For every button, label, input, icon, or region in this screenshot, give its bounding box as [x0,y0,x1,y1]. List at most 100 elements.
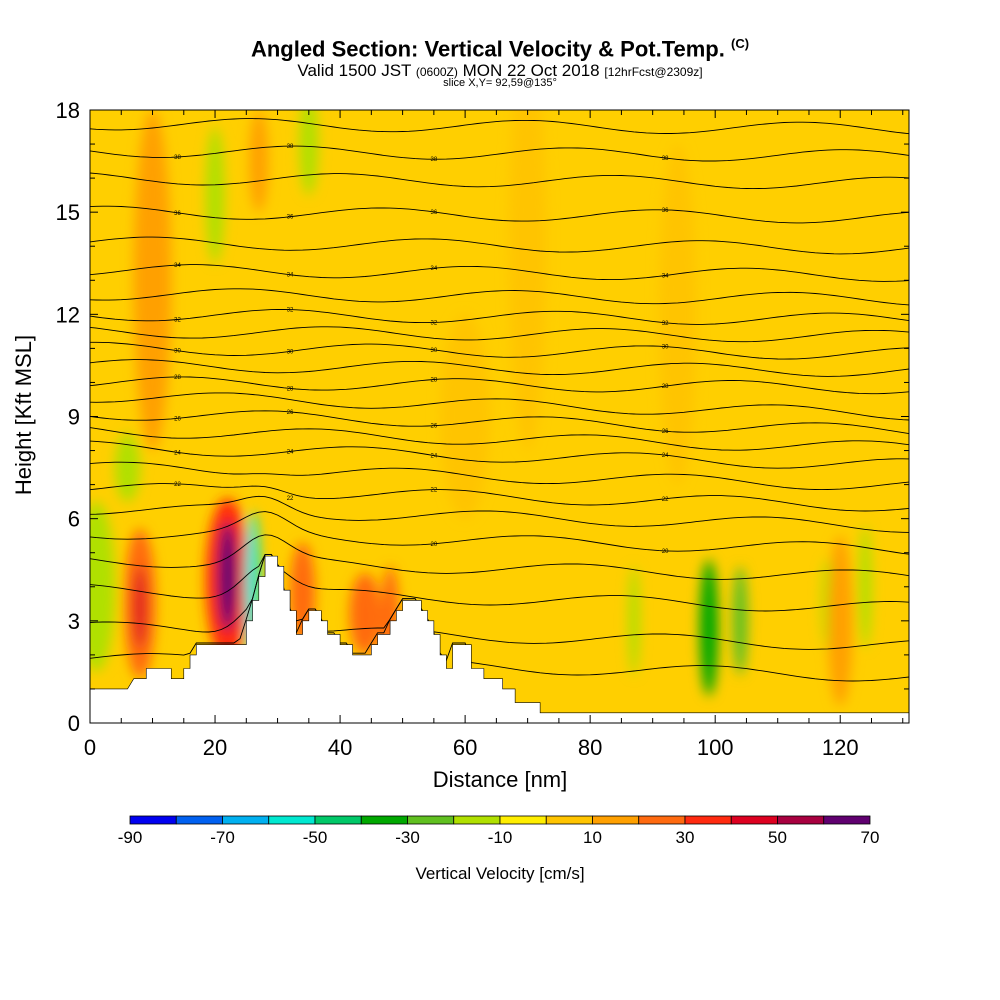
x-tick-label: 80 [578,735,602,760]
colorbar-swatch [499,815,547,825]
theta-label: 32 [662,321,669,327]
theta-line-16 [90,309,909,325]
valid-prefix: Valid 1500 JST [297,61,412,80]
theta-label: 30 [174,349,181,355]
theta-label: 28 [662,384,669,390]
theta-line-7 [90,461,909,491]
theta-label: 30 [431,348,438,354]
x-tick-label: 120 [822,735,859,760]
theta-line-9 [90,427,909,451]
chart-title-unit: (C) [731,36,750,51]
colorbar-tick-label: -70 [210,828,235,847]
theta-label: 30 [662,345,669,351]
colorbar-swatch [175,815,223,825]
theta-line-12 [90,376,909,395]
velocity-cell-1 [133,566,147,649]
velocity-cell-15 [249,110,269,213]
velocity-cell-3 [218,522,237,632]
theta-label: 36 [287,215,294,221]
chart-title: Angled Section: Vertical Velocity & Pot.… [0,36,1000,62]
theta-line-1 [90,553,909,650]
y-tick-label: 12 [56,302,80,327]
theta-line-10 [90,410,909,435]
theta-label: 24 [174,450,181,456]
colorbar-swatch [592,815,640,825]
colorbar-tick-label: -30 [395,828,420,847]
velocity-cell-14 [299,110,319,196]
theta-line-5 [90,495,909,533]
colorbar-tick-label: 70 [860,828,880,847]
theta-label: 38 [431,157,438,163]
colorbar-swatch [638,815,686,825]
colorbar-swatch [823,815,871,825]
theta-line-19 [90,236,909,255]
theta-line-2 [90,553,909,612]
colorbar-swatch [268,815,316,825]
chart-valid-time: Valid 1500 JST (0600Z) MON 22 Oct 2018 [… [0,61,1000,81]
theta-line-14 [90,341,909,360]
colorbar-swatch [407,815,455,825]
colorbar-title: Vertical Velocity [cm/s] [415,864,585,883]
x-tick-label: 100 [697,735,734,760]
theta-label: 20 [662,549,669,555]
x-tick-label: 60 [453,735,477,760]
theta-label: 34 [287,273,294,279]
colorbar-swatch [684,815,732,825]
y-tick-label: 18 [56,98,80,123]
colorbar-swatch [222,815,270,825]
velocity-cell-9 [732,566,748,676]
colorbar-swatch [314,815,362,825]
theta-label: 38 [662,156,669,162]
colorbar-swatch [129,815,177,825]
theta-label: 26 [287,410,294,416]
velocity-cell-21 [440,314,491,519]
y-tick-label: 15 [56,200,80,225]
theta-label: 32 [174,318,181,324]
chart-title-main: Angled Section: Vertical Velocity & Pot.… [250,36,725,62]
theta-line-8 [90,440,909,469]
theta-label: 32 [431,320,438,326]
colorbar-tick-label: 30 [675,828,695,847]
theta-label: 22 [287,496,294,502]
theta-label: 34 [431,266,438,272]
y-tick-label: 3 [68,609,80,634]
colorbar-tick-label: -10 [487,828,513,847]
y-tick-label: 6 [68,507,80,532]
colorbar-swatch [360,815,408,825]
y-axis-label: Height [Kft MSL] [11,334,36,496]
theta-label: 38 [287,144,294,150]
theta-label: 26 [174,416,181,422]
velocity-cell-8 [699,559,719,696]
velocity-cell-16 [205,127,225,264]
theta-label: 24 [431,454,438,460]
theta-label: 20 [431,542,438,548]
theta-label: 36 [174,211,181,217]
valid-forecast: [12hrFcst@2309z] [604,65,703,79]
colorbar-swatch [545,815,593,825]
x-tick-label: 0 [84,735,96,760]
theta-line-18 [90,264,909,282]
colorbar-swatch [730,815,778,825]
theta-label: 22 [431,488,438,494]
velocity-cell-10 [628,566,640,676]
theta-label: 22 [662,497,669,503]
colorbar-swatch [453,815,501,825]
theta-line-0 [90,553,909,682]
theta-label: 34 [174,263,181,269]
terrain [90,555,909,723]
theta-line-15 [90,326,909,343]
theta-line-4 [90,511,909,555]
velocity-cell-11 [858,525,872,649]
y-tick-label: 0 [68,711,80,736]
theta-label: 26 [662,429,669,435]
theta-label: 36 [431,210,438,216]
theta-line-17 [90,288,909,306]
x-tick-label: 40 [328,735,352,760]
theta-line-21 [90,172,909,190]
velocity-cell-7 [90,501,116,672]
x-tick-label: 20 [203,735,227,760]
theta-label: 26 [431,424,438,430]
theta-label: 28 [431,378,438,384]
velocity-cell-18 [658,144,697,485]
